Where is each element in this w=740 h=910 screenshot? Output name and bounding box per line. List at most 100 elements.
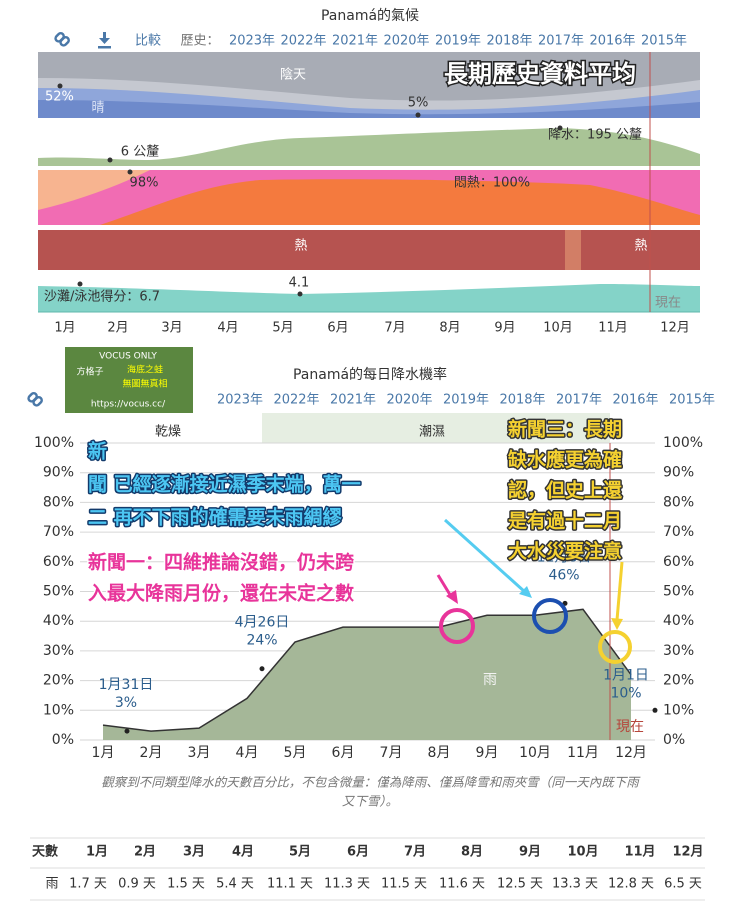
y2-tick-label: 0% [663,732,685,748]
overlay-shapes [436,518,632,664]
chart-title: Panamá的每日降水機率 [293,366,447,383]
year-button[interactable]: 2022年 [273,393,319,408]
y2-tick-label: 50% [663,584,694,600]
table-cell: 1.5 天 [167,877,205,892]
table-header: 4月 [232,845,254,860]
table-header: 10月 [567,845,598,860]
year-button[interactable]: 2016年 [589,34,635,49]
area-label: 雨 [483,672,497,688]
y-tick-label: 10% [43,702,74,718]
x-tick-label: 1月 [92,745,115,761]
overlay-note: 新 [88,440,107,463]
x-tick-label: 2月 [140,745,163,761]
year-button[interactable]: 2015年 [641,34,687,49]
x-tick-label: 10月 [519,745,551,761]
y-tick-label: 30% [43,643,74,659]
clear-min: 5% [408,96,429,111]
annotation-dot [259,666,265,672]
annotation-dot [124,728,130,734]
table-header: 3月 [183,845,205,860]
annotation-date: 1月1日 [603,667,649,683]
beach-max-dot [77,281,83,287]
heat-right: 熱 [634,239,647,254]
overlay-note: 認，但史上還 [508,479,623,502]
year-button[interactable]: 2019年 [435,34,481,49]
annotation-value: 24% [246,633,277,649]
year-button[interactable]: 2022年 [280,34,326,49]
muggy-min: 98% [130,176,159,191]
precip-max: 降水：195 公釐 [548,128,642,143]
year-button[interactable]: 2016年 [612,393,658,408]
table-cell: 11.5 天 [381,877,427,892]
top-month-label: 11月 [598,321,628,336]
heat-left: 熱 [294,239,307,254]
year-button[interactable]: 2019年 [443,393,489,408]
muggy-max: 悶熱：100% [454,176,530,191]
link-icon[interactable] [54,32,70,47]
season-label: 乾燥 [155,425,181,440]
year-button[interactable]: 2023年 [229,34,275,49]
heat-band [38,230,700,270]
year-button[interactable]: 2021年 [332,34,378,49]
x-tick-label: 6月 [332,745,355,761]
caption: 又下雪）。 [342,794,398,809]
table-header: 11月 [624,845,655,860]
top-month-label: 10月 [543,321,573,336]
now-label: 現在 [616,719,644,735]
annotation-value: 3% [115,695,137,711]
table-cell: 1.7 天 [69,877,107,892]
download-icon[interactable] [98,32,111,49]
y-tick-label: 40% [43,613,74,629]
top-month-label: 1月 [54,321,75,336]
annotation-date: 11月8日 [537,549,592,565]
year-button[interactable]: 2018年 [486,34,532,49]
top-month-label: 5月 [272,321,293,336]
area [103,609,631,740]
annotation-value: 46% [548,567,579,583]
annotation-value: 10% [610,685,641,701]
watermark-text: 海底之蛙 [127,364,163,376]
clear-min-dot [415,112,421,118]
year-button[interactable]: 2018年 [499,393,545,408]
y2-tick-label: 80% [663,494,694,510]
watermark-text: 方格子 [76,366,103,378]
top-month-label: 2月 [107,321,128,336]
watermark-text: VOCUS ONLY [99,352,157,362]
table-header: 天數 [32,844,58,860]
table-cell: 12.8 天 [608,877,654,892]
table-header: 1月 [86,845,108,860]
year-button[interactable]: 2021年 [330,393,376,408]
top-month-label: 4月 [217,321,238,336]
table-header: 12月 [672,845,703,860]
top-month-label: 12月 [660,321,690,336]
humidity-band [38,170,700,225]
link-icon[interactable] [27,392,43,407]
beach-max: 沙灘/泳池得分：6.7 [44,289,160,305]
caption: 觀察到不同類型降水的天數百分比，不包含微量：僅為降雨、僅爲降雪和雨夾雪（同一天內… [101,775,641,790]
year-button[interactable]: 2020年 [383,34,429,49]
year-button[interactable]: 2023年 [217,393,263,408]
compare-button[interactable]: 比較 [135,34,161,49]
x-tick-label: 9月 [476,745,499,761]
y2-tick-label: 30% [663,643,694,659]
x-tick-label: 7月 [380,745,403,761]
overlay-note: 缺水應更為確 [508,448,622,471]
year-button[interactable]: 2017年 [556,393,602,408]
y2-tick-label: 100% [663,435,703,451]
table-cell: 13.3 天 [552,877,598,892]
y-tick-label: 50% [43,584,74,600]
watermark-text: https://vocus.cc/ [91,400,166,410]
now-label-top: 現在 [655,296,681,311]
table-cell: 6.5 天 [664,877,702,892]
watermark-text: 無圖無真相 [122,378,167,390]
year-button[interactable]: 2015年 [669,393,715,408]
y-tick-label: 100% [34,435,74,451]
year-button[interactable]: 2017年 [538,34,584,49]
table-header: 6月 [347,845,369,860]
y-tick-label: 70% [43,524,74,540]
top-month-label: 6月 [327,321,348,336]
year-button[interactable]: 2020年 [386,393,432,408]
climate-title: Panamá的氣候 [321,8,419,24]
table-cell: 12.5 天 [497,877,543,892]
overlay-note: 聞 已經逐漸接近濕季末端，萬一 [88,473,361,496]
